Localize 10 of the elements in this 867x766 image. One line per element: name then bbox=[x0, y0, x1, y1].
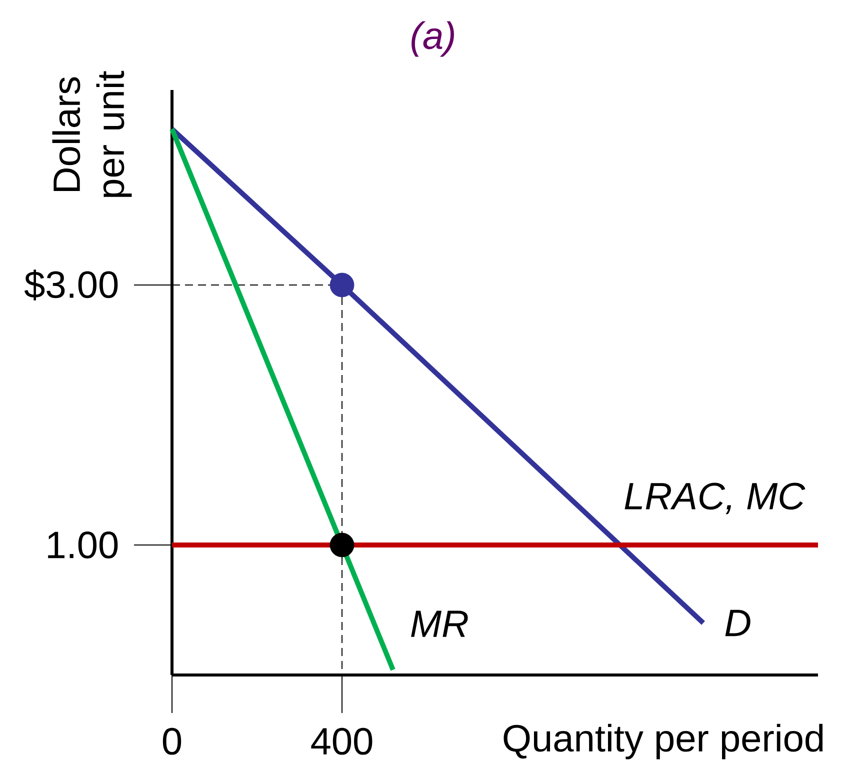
y-tick-label: 1.00 bbox=[48, 532, 118, 558]
y-axis-title: Dollars per unit bbox=[52, 70, 132, 197]
x-tick-label: 400 bbox=[311, 728, 372, 755]
x-axis-title: Quantity per period bbox=[504, 724, 823, 760]
series-label: D bbox=[725, 610, 750, 636]
chart-title: (a) bbox=[412, 21, 454, 57]
series-label: MR bbox=[411, 610, 468, 637]
x-tick-label: 0 bbox=[162, 728, 182, 755]
y-tick-label: $3.00 bbox=[24, 270, 118, 300]
series-label: LRAC, MC bbox=[624, 482, 806, 514]
